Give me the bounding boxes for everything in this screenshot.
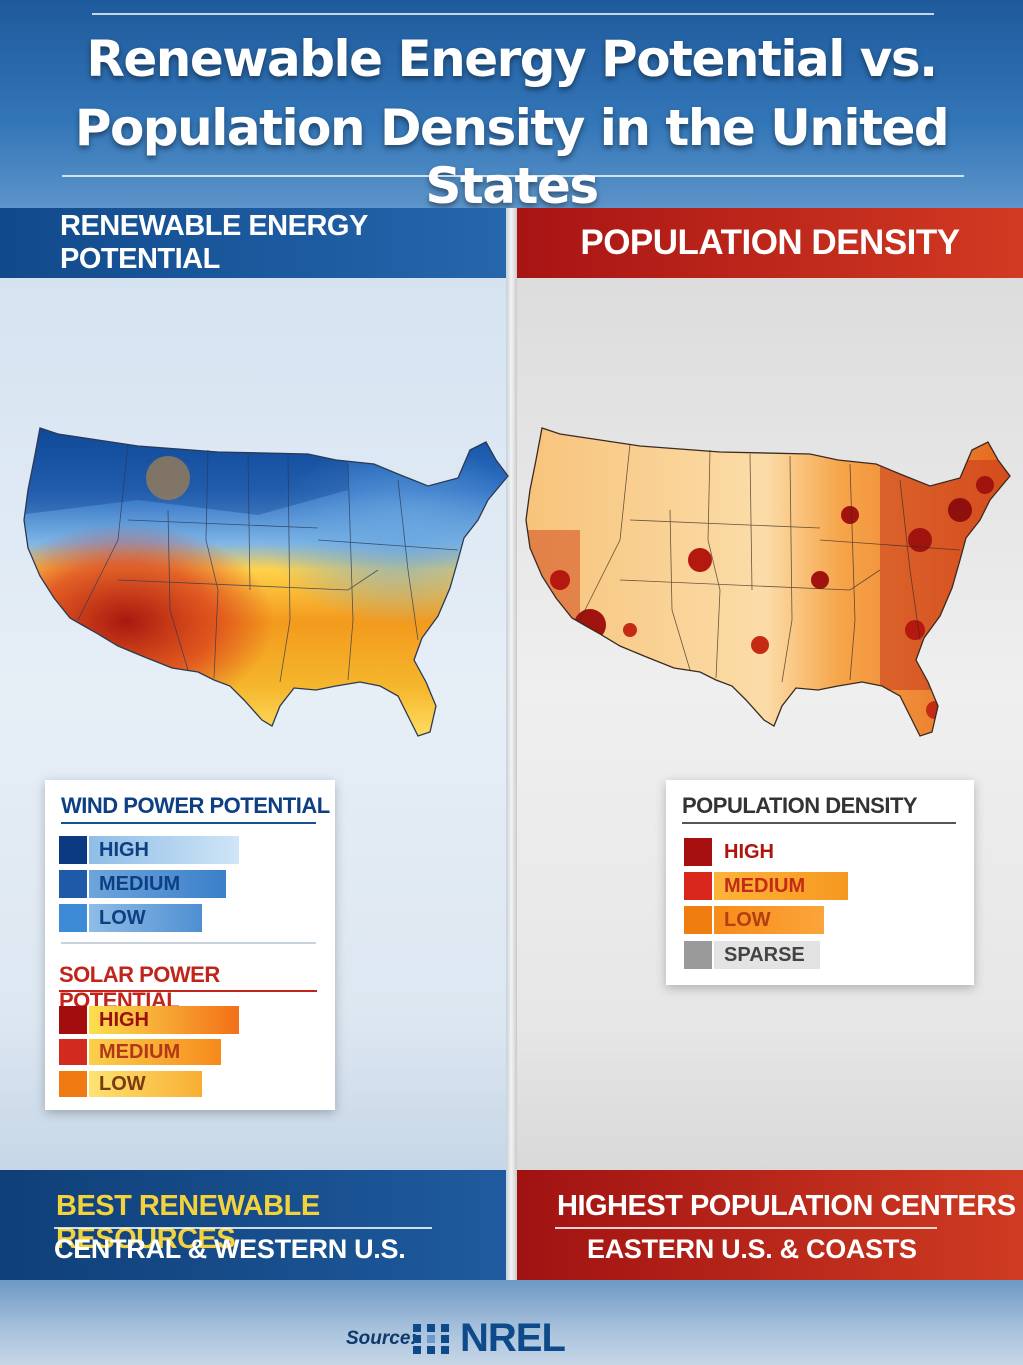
population-medium-label: MEDIUM [724,875,806,897]
population-medium-bar [714,872,848,900]
population-sparse-bar [714,941,820,969]
population-state-borders [579,443,961,683]
solar-high-swatch [59,1006,87,1034]
footer-band [0,1280,1023,1365]
population-legend: POPULATION DENSITY HIGH MEDIUM LOW SPARS… [666,780,974,985]
nrel-wordmark: NREL [460,1316,566,1360]
wind-legend-title: WIND POWER POTENTIAL [61,793,330,818]
legend-section-divider [61,942,316,944]
solar-medium-swatch [59,1039,87,1065]
population-low-label: LOW [724,909,771,931]
population-sparse-swatch [684,941,712,969]
wind-low-swatch [59,904,87,932]
population-map-fill [526,428,1010,736]
solar-legend-rule [59,990,317,992]
solar-medium-bar [89,1039,221,1065]
title-bottom-rule [62,175,964,177]
solar-medium-label: MEDIUM [99,1041,181,1063]
renewable-map-fill [24,428,508,736]
population-low-bar [714,906,824,934]
wind-high-bar [89,836,239,864]
nrel-logo-icon [413,1324,449,1354]
title-top-rule [92,13,934,15]
population-legend-title: POPULATION DENSITY [682,793,918,818]
renewable-summary: BEST RENEWABLE RESOURCES CENTRAL & WESTE… [0,1170,506,1280]
renewable-potential-map [23,427,509,737]
population-sparse-label: SPARSE [724,944,805,966]
population-summary-region: EASTERN U.S. & COASTS [587,1234,917,1264]
solar-high-bar [89,1006,239,1034]
population-summary-heading: HIGHEST POPULATION CENTERS [557,1190,1016,1222]
wind-medium-swatch [59,870,87,898]
renewable-summary-region: CENTRAL & WESTERN U.S. [54,1234,406,1264]
population-summary: HIGHEST POPULATION CENTERS EASTERN U.S. … [517,1170,1023,1280]
wind-low-label: LOW [99,907,146,929]
wind-medium-bar [89,870,226,898]
wind-medium-label: MEDIUM [99,873,181,895]
solar-high-label: HIGH [99,1009,149,1031]
population-legend-rule [682,822,956,824]
population-high-swatch [684,838,712,866]
population-medium-swatch [684,872,712,900]
title-banner [0,0,1023,205]
wind-low-bar [89,904,202,932]
population-header: POPULATION DENSITY [517,208,1023,278]
renewable-state-borders [77,443,459,683]
renewable-legend: WIND POWER POTENTIAL HIGH MEDIUM LOW SOL… [45,780,335,1110]
source-label: Source: [346,1328,417,1349]
title-line-2: Population Density in the United States [74,99,950,215]
population-summary-rule [555,1227,937,1229]
renewable-header: RENEWABLE ENERGY POTENTIAL [0,208,506,278]
population-density-map [525,427,1011,737]
population-low-swatch [684,906,712,934]
wind-high-label: HIGH [99,839,149,861]
wind-legend-rule [61,822,316,824]
renewable-summary-rule [54,1227,432,1229]
solar-low-bar [89,1071,202,1097]
wind-high-swatch [59,836,87,864]
panel-divider [506,208,517,1280]
population-panel [517,208,1023,1280]
population-high-label: HIGH [724,841,774,863]
solar-low-swatch [59,1071,87,1097]
title-line-1: Renewable Energy Potential vs. [86,30,938,88]
solar-low-label: LOW [99,1073,146,1095]
